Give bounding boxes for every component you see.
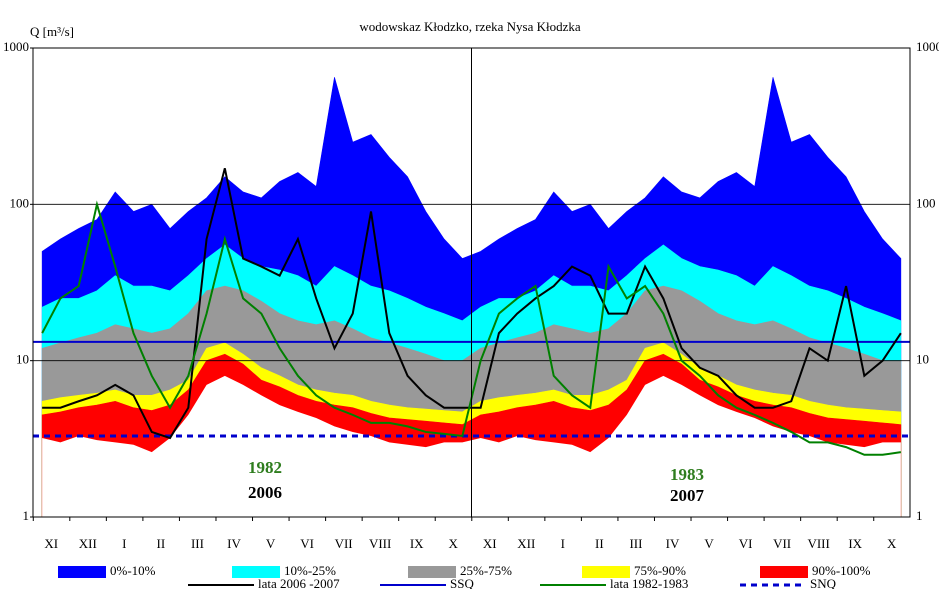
x-tick-label: V (266, 536, 276, 551)
y-tick-label: 10 (16, 352, 29, 367)
x-tick-label: IV (227, 536, 241, 551)
annotation: 1982 (248, 458, 282, 477)
x-tick-label: V (704, 536, 714, 551)
legend-label: lata 1982-1983 (610, 576, 688, 589)
legend-swatch (58, 566, 106, 578)
y-tick-label: 100 (10, 195, 30, 210)
legend-label: 90%-100% (812, 563, 871, 578)
y2-tick-label: 1 (916, 508, 923, 523)
x-tick-label: IX (410, 536, 424, 551)
legend-label: SSQ (450, 576, 474, 589)
x-tick-label: VI (739, 536, 753, 551)
x-tick-label: XI (44, 536, 58, 551)
y-tick-label: 1000 (3, 39, 29, 54)
x-tick-label: VII (335, 536, 353, 551)
x-tick-label: IV (666, 536, 680, 551)
x-tick-label: X (449, 536, 459, 551)
annotation: 1983 (670, 465, 704, 484)
x-tick-label: VI (300, 536, 314, 551)
legend-swatch (232, 566, 280, 578)
x-tick-label: XII (517, 536, 535, 551)
x-tick-label: X (887, 536, 897, 551)
legend-swatch (582, 566, 630, 578)
legend-label: SNQ (810, 576, 837, 589)
y-tick-label: 1 (23, 508, 30, 523)
y2-tick-label: 1000 (916, 39, 939, 54)
x-tick-label: II (157, 536, 166, 551)
annotation: 2006 (248, 483, 282, 502)
x-tick-label: XII (79, 536, 97, 551)
y2-tick-label: 10 (916, 352, 929, 367)
y-axis-label: Q [m³/s] (30, 24, 74, 39)
x-tick-label: II (595, 536, 604, 551)
legend-label: 10%-25% (284, 563, 336, 578)
x-tick-label: XI (483, 536, 497, 551)
legend-label: 0%-10% (110, 563, 156, 578)
annotation: 2007 (670, 486, 705, 505)
x-tick-label: VII (773, 536, 791, 551)
legend-swatch (760, 566, 808, 578)
x-tick-label: VIII (807, 536, 829, 551)
x-tick-label: I (561, 536, 565, 551)
legend-label: 75%-90% (634, 563, 686, 578)
x-tick-label: III (191, 536, 204, 551)
legend-label: 25%-75% (460, 563, 512, 578)
chart-title: wodowskaz Kłodzko, rzeka Nysa Kłodzka (359, 19, 581, 34)
x-tick-label: III (629, 536, 642, 551)
legend-swatch (408, 566, 456, 578)
y2-tick-label: 100 (916, 195, 936, 210)
x-tick-label: I (122, 536, 126, 551)
x-tick-label: IX (848, 536, 862, 551)
x-tick-label: VIII (369, 536, 391, 551)
legend-label: lata 2006 -2007 (258, 576, 340, 589)
